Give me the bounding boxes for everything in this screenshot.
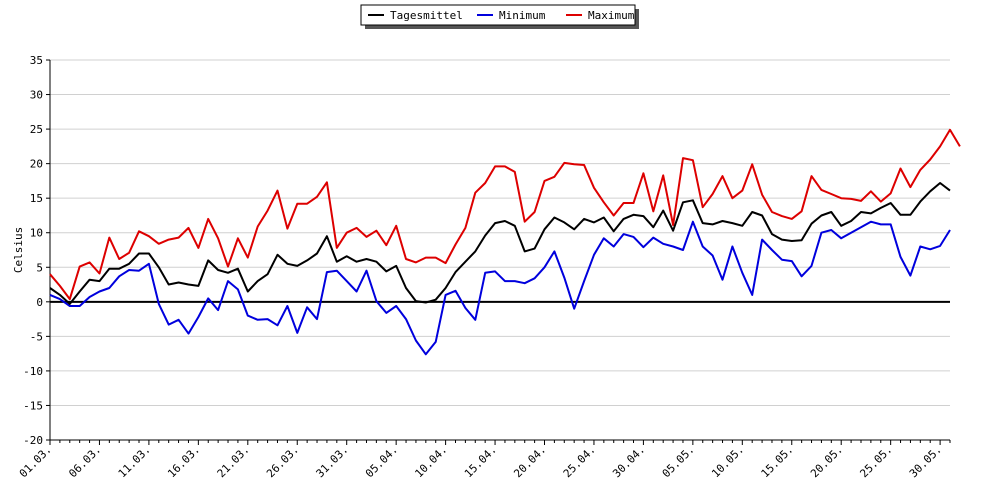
x-tick-label: 20.04.	[511, 443, 548, 480]
legend: Tagesmittel Minimum Maximum	[360, 4, 639, 29]
x-tick-label: 30.04.	[610, 443, 647, 480]
y-axis-label: Celsius	[12, 227, 25, 273]
x-tick-label: 16.03.	[165, 443, 202, 480]
x-tick-label: 11.03.	[116, 443, 153, 480]
x-tick-label: 15.05.	[759, 443, 796, 480]
x-axis: 01.03. 06.03. 11.03. 16.03. 21.03. 26.03. 31.0…	[17, 439, 951, 480]
x-tick-label: 05.04.	[363, 443, 400, 480]
x-tick-label: 10.05.	[709, 443, 746, 480]
legend-label: Maximum	[588, 9, 635, 22]
series-line-minimum	[49, 220, 951, 356]
y-tick-label: 25	[30, 123, 43, 136]
x-tick-label: 30.05.	[907, 443, 944, 480]
gridlines	[50, 59, 950, 441]
legend-label: Tagesmittel	[390, 9, 463, 22]
y-tick-label: 5	[36, 261, 43, 274]
series-lines	[49, 128, 961, 356]
series-line-maximum	[49, 128, 961, 301]
legend-box	[360, 4, 636, 26]
x-tick-label: 25.05.	[857, 443, 894, 480]
x-tick-label: 26.03.	[264, 443, 301, 480]
x-tick-label: 21.03.	[215, 443, 252, 480]
x-tick-label: 20.05.	[808, 443, 845, 480]
y-tick-label: 30	[30, 89, 43, 102]
y-tick-label: 0	[36, 296, 43, 309]
y-tick-label: -20	[23, 434, 43, 447]
y-tick-label: -15	[23, 399, 43, 412]
x-tick-label: 01.03.	[17, 443, 54, 480]
x-tick-label: 15.04.	[462, 443, 499, 480]
y-tick-label: 35	[30, 54, 43, 67]
y-tick-label: 10	[30, 227, 43, 240]
y-axis: -20 -15 -10 -5 0 5 10 15 20 25 30 35	[23, 54, 51, 447]
y-tick-label: -5	[30, 330, 43, 343]
x-tick-label: 06.03.	[66, 443, 103, 480]
y-tick-label: 15	[30, 192, 43, 205]
x-tick-label: 05.05.	[660, 443, 697, 480]
y-tick-label: -10	[23, 365, 43, 378]
x-tick-label: 25.04.	[561, 443, 598, 480]
x-tick-label: 31.03.	[314, 443, 351, 480]
x-tick-label: 10.04.	[412, 443, 449, 480]
series-line-tagesmittel	[49, 182, 951, 305]
legend-label: Minimum	[499, 9, 546, 22]
y-tick-label: 20	[30, 158, 43, 171]
